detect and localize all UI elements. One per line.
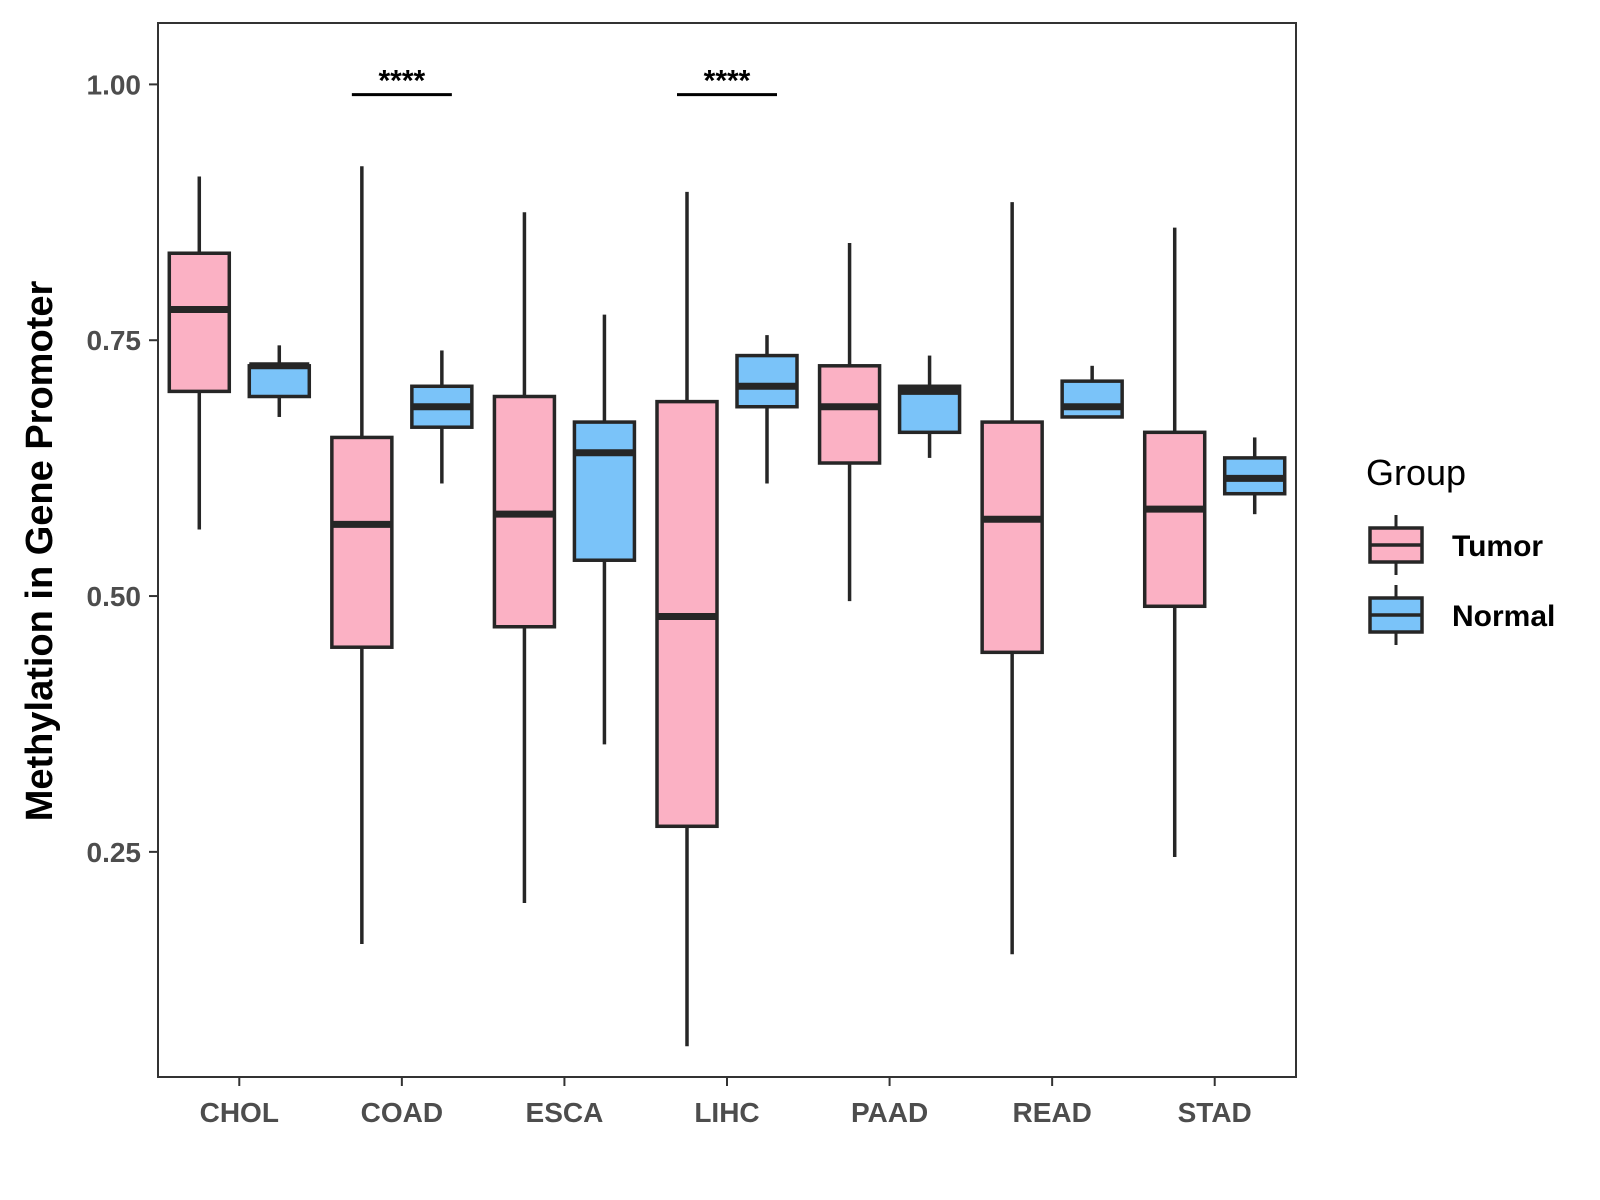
box-chol-normal bbox=[247, 345, 312, 417]
significance-label: **** bbox=[704, 65, 751, 98]
legend-label-normal: Normal bbox=[1452, 600, 1555, 633]
box-body-stad-tumor bbox=[1142, 430, 1207, 609]
box-coad-normal bbox=[410, 350, 474, 484]
axes: 0.25 0.50 0.75 1.00 CHOL COAD ESCA LIHC PAAD READ… bbox=[87, 69, 1252, 1128]
box-body-chol-normal bbox=[247, 364, 312, 399]
legend-key-tumor bbox=[1368, 515, 1424, 575]
box-lihc-tumor bbox=[655, 191, 719, 1047]
box-paad-tumor bbox=[817, 243, 882, 602]
legend-key-normal bbox=[1368, 585, 1424, 645]
box-coad-tumor bbox=[330, 166, 394, 944]
box-esca-normal bbox=[572, 314, 637, 745]
box-lihc-normal bbox=[735, 335, 799, 484]
significance-annotations: **** **** bbox=[351, 65, 777, 98]
x-tick-label: ESCA bbox=[526, 1097, 604, 1128]
box-body-read-tumor bbox=[980, 420, 1044, 655]
x-tick-label: COAD bbox=[361, 1097, 443, 1128]
legend: Group Tumor Normal bbox=[1366, 452, 1555, 645]
x-tick-label: READ bbox=[1012, 1097, 1091, 1128]
box-read-tumor bbox=[980, 202, 1044, 955]
box-body-chol-tumor bbox=[167, 251, 232, 394]
box-body-paad-tumor bbox=[817, 364, 882, 465]
box-body-coad-tumor bbox=[330, 435, 394, 649]
x-tick-label: LIHC bbox=[694, 1097, 759, 1128]
box-body-esca-normal bbox=[572, 420, 637, 562]
box-paad-normal bbox=[897, 355, 962, 458]
y-axis-title: Methylation in Gene Promoter bbox=[19, 281, 61, 822]
legend-title: Group bbox=[1366, 452, 1466, 493]
box-chol-tumor bbox=[167, 176, 232, 530]
significance-label: **** bbox=[379, 65, 426, 98]
plot-area bbox=[167, 166, 1287, 1047]
x-tick-label: PAAD bbox=[851, 1097, 928, 1128]
y-tick-label: 1.00 bbox=[87, 69, 142, 100]
x-tick-label: CHOL bbox=[200, 1097, 279, 1128]
x-tick-label: STAD bbox=[1178, 1097, 1252, 1128]
box-body-read-normal bbox=[1060, 379, 1124, 419]
box-stad-tumor bbox=[1142, 227, 1207, 857]
y-tick-label: 0.50 bbox=[87, 581, 142, 612]
box-body-lihc-normal bbox=[735, 353, 799, 409]
box-stad-normal bbox=[1222, 437, 1287, 515]
box-esca-tumor bbox=[492, 212, 557, 904]
y-tick-label: 0.25 bbox=[87, 837, 142, 868]
box-read-normal bbox=[1060, 365, 1124, 419]
legend-label-tumor: Tumor bbox=[1452, 530, 1543, 563]
y-tick-label: 0.75 bbox=[87, 325, 142, 356]
